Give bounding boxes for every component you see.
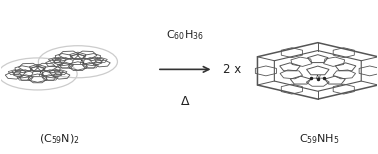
Text: N: N bbox=[79, 60, 84, 65]
Text: C$_{59}$NH$_5$: C$_{59}$NH$_5$ bbox=[299, 132, 339, 146]
Text: Δ: Δ bbox=[181, 95, 189, 108]
Text: C$_{60}$H$_{36}$: C$_{60}$H$_{36}$ bbox=[166, 28, 204, 42]
Text: N: N bbox=[316, 75, 320, 80]
Text: (C$_{59}$N)$_2$: (C$_{59}$N)$_2$ bbox=[39, 132, 79, 146]
Text: 2 x: 2 x bbox=[223, 63, 242, 76]
Text: N: N bbox=[39, 72, 44, 77]
